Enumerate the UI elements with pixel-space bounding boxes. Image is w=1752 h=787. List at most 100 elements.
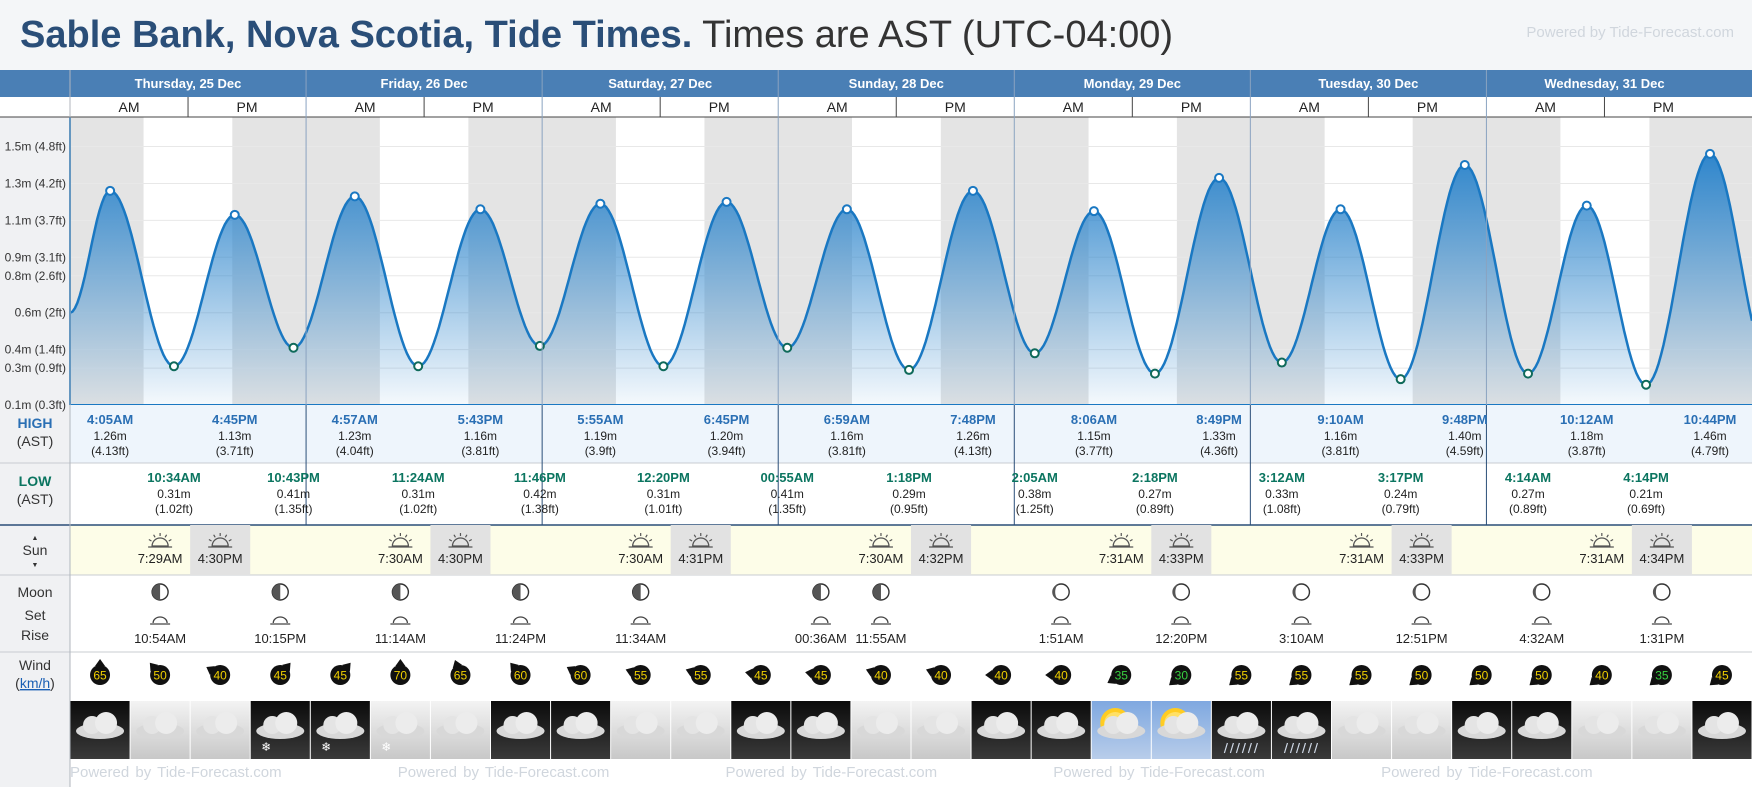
high-label: HIGH — [18, 415, 53, 431]
high-meters: 1.16m — [1324, 429, 1357, 443]
high-tide-point[interactable] — [1088, 206, 1099, 217]
sun-ray — [1670, 538, 1674, 542]
low-feet: (0.79ft) — [1382, 502, 1420, 516]
high-tide-point[interactable] — [841, 204, 852, 215]
low-tide-point[interactable] — [1523, 368, 1534, 379]
sun-cloud-icon — [1157, 708, 1206, 739]
cloud-night-icon — [796, 712, 845, 739]
high-meters: 1.20m — [710, 429, 743, 443]
wind-arrow-icon: 65 — [450, 659, 471, 685]
sun-time: 7:29AM — [138, 551, 183, 566]
y-tick-label: 0.6m (2ft) — [15, 306, 66, 320]
cloud-night-icon — [736, 712, 785, 739]
cloud-day-icon — [196, 712, 245, 739]
sun-half — [1112, 537, 1130, 547]
low-feet: (0.89ft) — [1509, 502, 1547, 516]
low-tide-point[interactable] — [288, 342, 299, 353]
sun-ray — [148, 538, 152, 542]
high-tide-point[interactable] — [967, 185, 978, 196]
high-tide-point[interactable] — [1581, 200, 1592, 211]
am-label: AM — [1535, 99, 1556, 115]
wind-speed: 45 — [334, 669, 348, 683]
moon-phase-icon — [1172, 583, 1191, 601]
pm-label: PM — [945, 99, 966, 115]
cloud-puff — [1596, 712, 1619, 734]
low-tide-point[interactable] — [1276, 357, 1287, 368]
high-tide-point[interactable] — [229, 209, 240, 220]
y-tick-label: 0.1m (0.3ft) — [5, 398, 66, 412]
high-feet: (3.81ft) — [828, 444, 866, 458]
cloud-puff — [1296, 712, 1319, 734]
cloud-puff — [515, 712, 538, 734]
sun-time: 7:30AM — [859, 551, 904, 566]
high-time: 9:10AM — [1317, 412, 1363, 427]
sun-ray — [705, 534, 708, 538]
low-tide-point[interactable] — [658, 361, 669, 372]
powered-by-top[interactable]: Powered by Tide-Forecast.com — [1526, 24, 1734, 41]
low-tide-point[interactable] — [534, 340, 545, 351]
wind-speed: 35 — [1115, 669, 1129, 683]
moon-time: 3:10AM — [1279, 631, 1324, 646]
high-tide-point[interactable] — [105, 185, 116, 196]
sun-ray — [869, 538, 873, 542]
high-tide-point[interactable] — [349, 191, 360, 202]
powered-by-1: Powered by Tide-Forecast.com — [70, 764, 282, 781]
moon-time: 11:14AM — [375, 631, 426, 646]
y-tick-label: 0.9m (3.1ft) — [5, 250, 66, 264]
am-label: AM — [355, 99, 376, 115]
cloud-puff — [635, 712, 658, 734]
sun-ray — [873, 534, 877, 538]
pm-label: PM — [237, 99, 258, 115]
high-tide-point[interactable] — [1335, 204, 1346, 215]
moon-phase-icon — [271, 583, 289, 601]
low-tide-point[interactable] — [1641, 379, 1652, 390]
high-tide-point[interactable] — [475, 204, 486, 215]
cloud-puff — [1056, 712, 1079, 734]
sun-ray — [1610, 538, 1614, 542]
high-row-bg — [70, 405, 1752, 463]
wind-badge — [330, 665, 351, 685]
high-tide-point[interactable] — [721, 196, 732, 207]
low-time: 11:46PM — [514, 470, 566, 485]
cloud-puff — [875, 712, 898, 734]
wind-arrow-icon: 40 — [1045, 665, 1072, 685]
cloud-puff — [215, 712, 238, 734]
wind-speed: 55 — [1295, 669, 1309, 683]
cloud-night-icon — [556, 712, 605, 739]
sun-ray — [164, 534, 168, 538]
am-label: AM — [591, 99, 612, 115]
low-tide-point[interactable] — [904, 364, 915, 375]
rain-drop — [1313, 742, 1319, 754]
cloud-puff — [815, 712, 838, 734]
high-tide-point[interactable] — [1704, 148, 1715, 159]
cloud-night-icon — [977, 712, 1026, 739]
sun-ray — [1189, 538, 1193, 542]
low-tide-point[interactable] — [168, 361, 179, 372]
low-feet: (1.01ft) — [644, 502, 682, 516]
cloud-night-icon — [1277, 712, 1326, 754]
high-feet: (4.36ft) — [1200, 444, 1238, 458]
low-tide-point[interactable] — [782, 342, 793, 353]
high-meters: 1.19m — [584, 429, 617, 443]
sunset-cell — [190, 525, 251, 575]
high-tide-point[interactable] — [1459, 160, 1470, 170]
cloud-puff — [575, 712, 598, 734]
am-label: AM — [1299, 99, 1320, 115]
low-tide-point[interactable] — [413, 361, 424, 372]
low-meters: 0.33m — [1265, 487, 1298, 501]
page-title: Sable Bank, Nova Scotia, Tide Times. Tim… — [20, 10, 1173, 60]
high-tide-point[interactable] — [595, 198, 606, 209]
low-tide-point[interactable] — [1149, 368, 1160, 379]
rain-drop — [1235, 742, 1240, 754]
moon-shade — [392, 584, 401, 600]
am-label: AM — [827, 99, 848, 115]
wind-arrow-icon: 45 — [1709, 665, 1732, 686]
wind-unit-link[interactable]: km/h — [20, 675, 50, 691]
cloud-puff — [1356, 712, 1379, 734]
sun-ray — [945, 534, 949, 538]
ampm-bar — [0, 97, 1752, 117]
high-tide-point[interactable] — [1214, 172, 1225, 183]
low-tide-point[interactable] — [1395, 374, 1406, 385]
cloud-puff — [1716, 712, 1739, 734]
low-tide-point[interactable] — [1029, 348, 1040, 359]
